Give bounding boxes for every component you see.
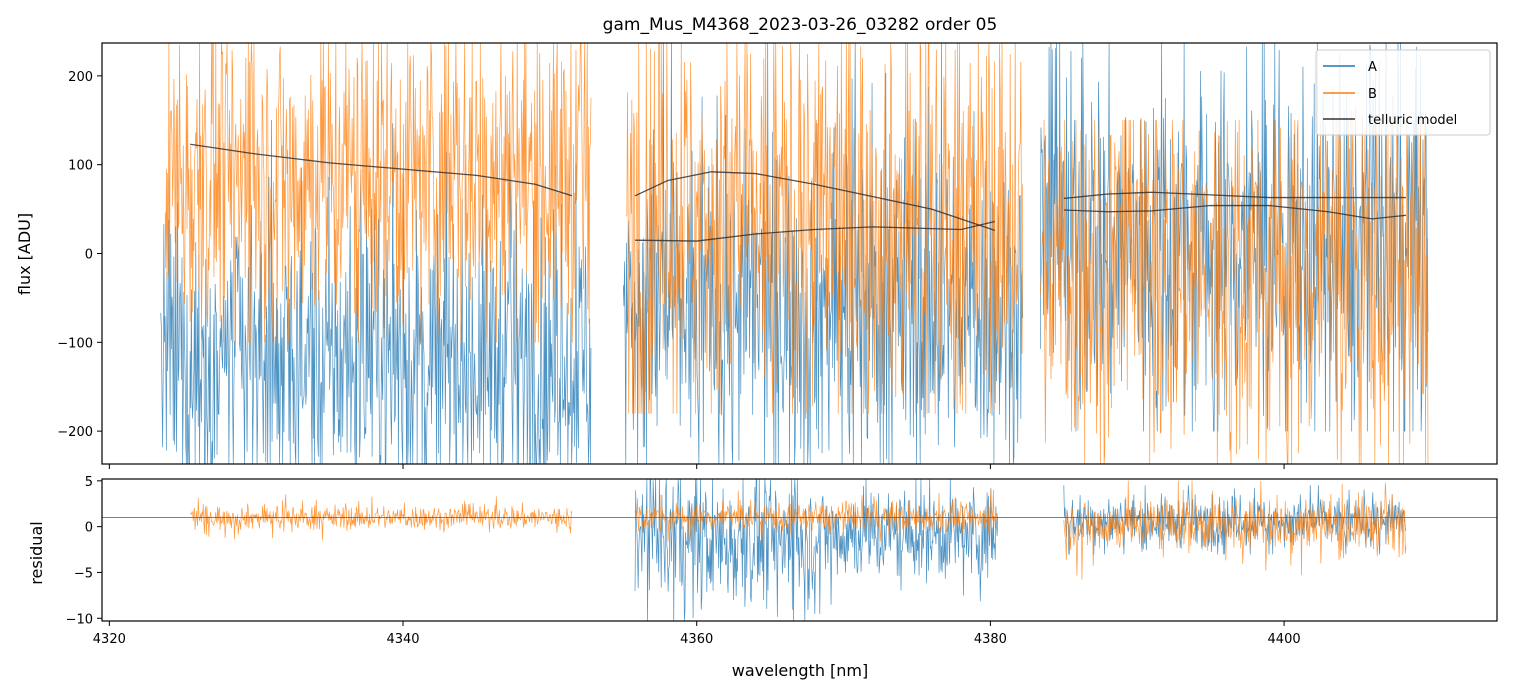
legend-label-telluric: telluric model (1368, 113, 1457, 128)
flux-panel: −200 −100 0 100 200 flux [ADU] (15, 42, 1498, 469)
flux-y-tick-label: −200 (57, 425, 93, 440)
residual-y-tick-label: 0 (85, 521, 93, 536)
legend-box (1315, 49, 1491, 136)
residual-y-tick-label: −10 (66, 612, 93, 627)
chart-title: gam_Mus_M4368_2023-03-26_03282 order 05 (603, 15, 998, 35)
telluric-model-curve-4 (1063, 191, 1406, 200)
telluric-model-curve-2 (634, 171, 996, 232)
x-tick-label: 4320 (93, 632, 126, 647)
series-a-residual-segment-2 (813, 479, 999, 615)
residual-y-tick-label: −5 (74, 566, 93, 581)
flux-y-tick-label: 0 (85, 248, 93, 263)
series-b-residual-segment-2 (634, 488, 999, 547)
series-a-flux-segment-1 (160, 119, 592, 464)
legend-label-a: A (1368, 60, 1377, 75)
residual-panel: −10 −5 0 5 4320 4340 4360 4380 4400 residual wa… (27, 475, 1498, 680)
residual-y-axis-label: residual (27, 521, 46, 584)
flux-y-tick-label: 100 (68, 159, 93, 174)
series-b-flux-segment-2 (625, 43, 1024, 414)
series-a-flux-segment-3 (1039, 43, 1429, 432)
telluric-model-curve-3 (635, 220, 995, 242)
x-tick-label: 4400 (1268, 632, 1301, 647)
residual-panel-frame (101, 478, 1498, 622)
flux-y-axis-label: flux [ADU] (15, 213, 34, 295)
x-tick-label: 4340 (386, 632, 419, 647)
series-b-flux-segment-3 (1039, 119, 1429, 464)
series-a-residual-segment-1 (634, 479, 815, 621)
telluric-model-curve-1 (190, 143, 573, 197)
x-axis-label: wavelength [nm] (732, 661, 869, 680)
x-tick-label: 4360 (680, 632, 713, 647)
series-a-residual-segment-3 (1063, 485, 1407, 555)
series-b-flux-segment-1 (164, 43, 592, 343)
flux-y-tick-label: 200 (68, 70, 93, 85)
legend: A B telluric model (1315, 49, 1491, 136)
residual-y-tick-label: 5 (85, 475, 93, 490)
telluric-model-curve-5 (1063, 204, 1407, 220)
x-tick-label: 4380 (974, 632, 1007, 647)
legend-label-b: B (1368, 87, 1377, 102)
flux-y-tick-label: −100 (57, 336, 93, 351)
series-b-residual-segment-3 (1063, 480, 1407, 580)
